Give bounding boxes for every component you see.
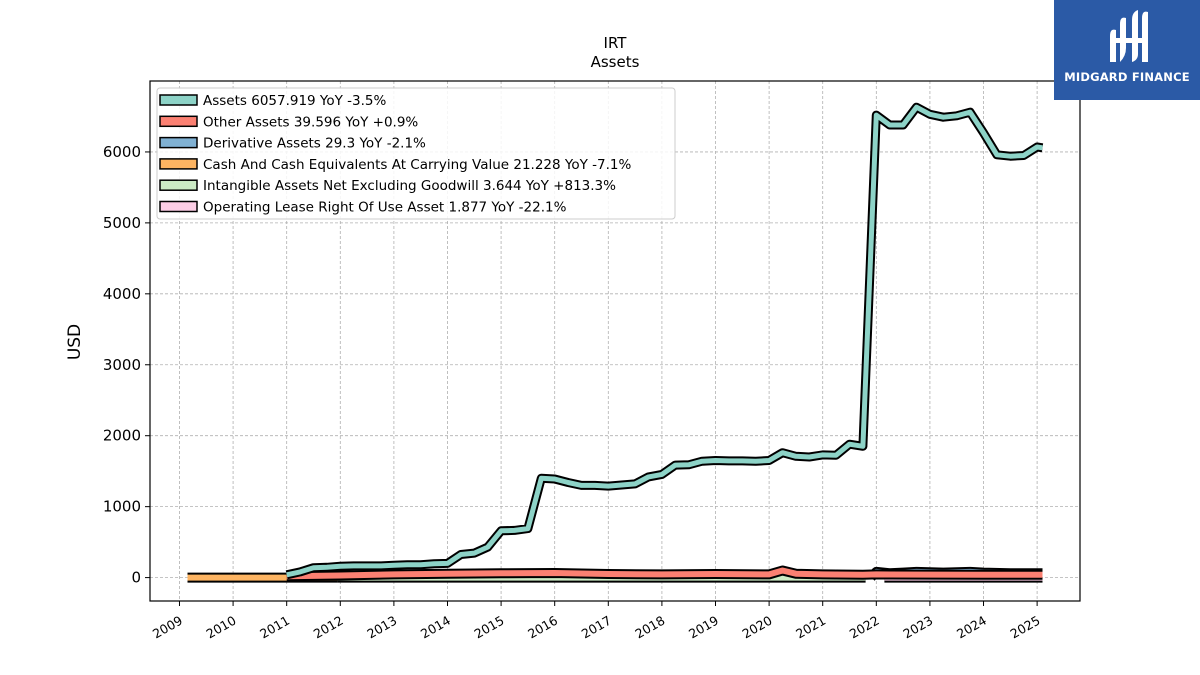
legend-label: Other Assets 39.596 YoY +0.9% [203, 114, 418, 130]
legend-swatch [159, 115, 198, 128]
legend-box [156, 87, 676, 220]
x-tick-label: 2012 [311, 613, 346, 642]
x-tick-label: 2015 [472, 613, 507, 642]
x-tick-label: 2018 [632, 613, 667, 642]
plot-frame [149, 80, 1081, 602]
legend-label: Operating Lease Right Of Use Asset 1.877… [203, 200, 567, 216]
x-tick-label: 2016 [525, 613, 560, 642]
x-tick-label: 2017 [579, 613, 614, 642]
series-line [286, 567, 1043, 580]
x-tick-label: 2025 [1008, 613, 1043, 642]
y-tick-label: 5000 [103, 214, 141, 232]
x-tick-label: 2014 [418, 613, 453, 642]
y-tick-label: 4000 [103, 285, 141, 303]
y-tick-label: 2000 [103, 427, 141, 445]
x-tick-label: 2010 [204, 613, 239, 642]
legend: Assets 6057.919 YoY -3.5% Other Assets 39… [156, 87, 676, 220]
legend-label: Intangible Assets Net Excluding Goodwill… [203, 178, 616, 194]
y-tick-label: 6000 [103, 143, 141, 161]
x-tick-label: 2020 [740, 613, 775, 642]
legend-swatch [159, 94, 198, 106]
legend-label: Derivative Assets 29.3 YoY -2.1% [203, 136, 426, 152]
x-tick-label: 2023 [900, 613, 935, 642]
x-tick-label: 2011 [257, 613, 292, 642]
y-tick-label: 0 [131, 569, 141, 587]
x-tick-label: 2021 [793, 613, 828, 642]
legend-label: Cash And Cash Equivalents At Carrying Va… [203, 157, 631, 173]
legend-label: Assets 6057.919 YoY -3.5% [203, 93, 387, 109]
legend-swatch [159, 200, 198, 213]
y-tick-label: 1000 [103, 498, 141, 516]
y-axis-label: USD [65, 324, 85, 360]
logo-text: MIDGARD FINANCE [1064, 70, 1190, 84]
series-line [286, 104, 1043, 578]
chart-subtitle: Assets [591, 53, 640, 71]
y-tick-label: 3000 [103, 356, 141, 374]
logo-mark-icon [1110, 10, 1148, 63]
x-tick-label: 2022 [847, 613, 882, 642]
series-lines [187, 102, 1044, 583]
legend-swatch [159, 179, 198, 191]
x-tick-label: 2024 [954, 613, 989, 642]
brand-logo: MIDGARD FINANCE [1054, 0, 1200, 100]
chart-title: IRT [604, 34, 628, 52]
x-tick-label: 2009 [150, 613, 185, 642]
x-tick-label: 2019 [686, 613, 721, 642]
legend-swatch [159, 158, 198, 170]
legend-swatch [159, 136, 198, 149]
x-tick-label: 2013 [364, 613, 399, 642]
